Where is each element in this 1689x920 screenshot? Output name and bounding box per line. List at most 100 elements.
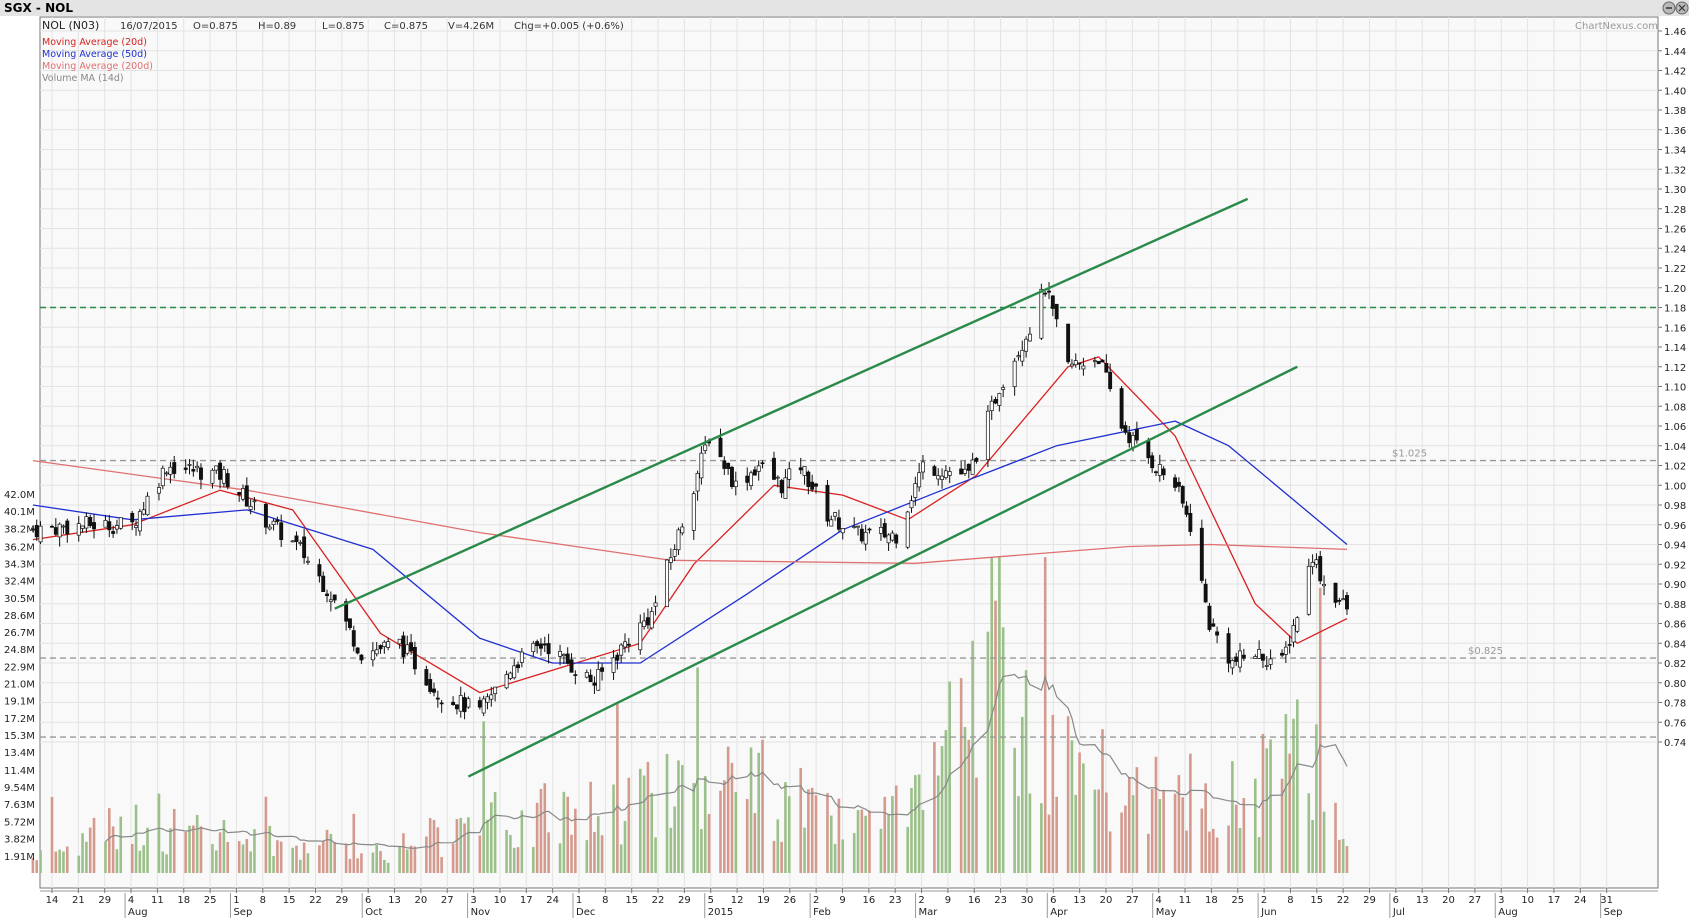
trend-line	[334, 197, 1249, 610]
date-tick-label: 8	[602, 895, 608, 906]
candle-body	[428, 679, 433, 692]
candle-body	[458, 695, 463, 712]
candle-body	[695, 472, 700, 492]
volume-bar	[211, 844, 214, 873]
volume-bar	[1181, 797, 1185, 873]
candle-body	[412, 646, 417, 670]
candle-body	[348, 618, 352, 629]
candle-body	[561, 654, 566, 657]
volume-bar	[157, 793, 161, 873]
volume-bar	[734, 791, 738, 873]
candle-body	[691, 493, 696, 531]
candle-body	[1310, 562, 1315, 568]
volume-bar	[593, 832, 596, 873]
candle-body	[1257, 649, 1262, 659]
volume-bar	[138, 850, 142, 873]
price-tick-label: 1.38	[1664, 106, 1686, 117]
candle-body	[439, 702, 444, 705]
candle-body	[1341, 598, 1346, 601]
volume-bar	[35, 860, 39, 873]
volume-tick-label: 26.7M	[4, 628, 35, 639]
volume-bar	[852, 833, 856, 873]
volume-bar	[241, 844, 245, 873]
candle-body	[1012, 360, 1017, 388]
date-tick-label: 3	[470, 895, 476, 906]
volume-bar	[574, 808, 577, 873]
volume-bar	[868, 810, 871, 873]
volume-bar	[371, 852, 375, 873]
candle-body	[1268, 658, 1273, 665]
volume-bar	[1028, 793, 1032, 873]
volume-bar	[879, 828, 883, 873]
legend-volume-ma: Volume MA (14d)	[42, 73, 124, 84]
volume-bar	[165, 854, 168, 873]
volume-bar	[642, 775, 646, 873]
date-tick-label: 13	[1416, 895, 1429, 906]
price-tick-label: 0.98	[1664, 501, 1686, 512]
candle-body	[1127, 432, 1132, 444]
candle-body	[516, 664, 520, 669]
candle-body	[558, 650, 563, 657]
volume-bar	[1189, 753, 1192, 873]
candle-body	[802, 465, 807, 476]
candle-body	[665, 559, 669, 608]
volume-bar	[1070, 740, 1074, 873]
volume-tick-label: 32.4M	[4, 577, 35, 588]
volume-bar	[509, 834, 512, 873]
price-tick-label: 1.04	[1664, 442, 1686, 453]
candle-body	[512, 665, 517, 679]
candle-body	[569, 659, 574, 673]
volume-bar	[1177, 775, 1181, 873]
legend-ma200: Moving Average (200d)	[42, 61, 153, 72]
volume-bar	[833, 843, 837, 873]
volume-bar	[1105, 792, 1108, 873]
price-tick-label: 1.34	[1664, 146, 1686, 157]
candle-body	[615, 654, 620, 661]
candle-body	[852, 526, 857, 529]
candle-body	[756, 465, 761, 472]
volume-bar	[1257, 837, 1261, 873]
candle-body	[619, 644, 624, 656]
volume-bar	[1047, 814, 1051, 873]
price-tick-label: 0.94	[1664, 541, 1686, 552]
candle-body	[985, 410, 990, 460]
month-label: Dec	[576, 907, 595, 918]
candle-body	[1215, 631, 1220, 636]
volume-bar	[505, 829, 508, 873]
window-controls[interactable]	[1662, 1, 1689, 15]
candle-body	[959, 468, 964, 475]
candle-body	[856, 525, 860, 528]
volume-bar	[463, 823, 466, 873]
volume-bar	[428, 818, 432, 873]
candle-body	[401, 635, 406, 658]
candle-body	[435, 697, 440, 700]
candle-body	[485, 696, 490, 703]
legend: Moving Average (20d) Moving Average (50d…	[42, 37, 153, 84]
volume-bar	[1154, 756, 1158, 873]
volume-bar	[891, 796, 894, 873]
date-tick-label: 17	[520, 895, 533, 906]
candle-body	[332, 594, 337, 601]
volume-bar	[1185, 830, 1188, 873]
volume-bar	[39, 850, 42, 873]
volume-bars	[31, 557, 1349, 873]
candle-body	[718, 437, 723, 458]
volume-bar	[92, 817, 96, 873]
candle-body	[1230, 660, 1235, 669]
volume-bar	[1043, 557, 1047, 873]
volume-bar	[933, 742, 936, 873]
volume-bar	[650, 792, 654, 873]
volume-bar	[959, 678, 963, 873]
candle-body	[940, 475, 945, 480]
month-label: Feb	[813, 907, 831, 918]
volume-bar	[814, 795, 818, 873]
volume-bar	[146, 827, 149, 873]
volume-bar	[1231, 761, 1234, 873]
candle-body	[1123, 425, 1128, 433]
grid	[40, 17, 1658, 888]
volume-bar	[214, 850, 218, 873]
volume-bar	[360, 853, 363, 873]
volume-bar	[532, 847, 535, 873]
date-tick-label: 11	[1179, 895, 1192, 906]
candle-body	[1241, 654, 1246, 659]
